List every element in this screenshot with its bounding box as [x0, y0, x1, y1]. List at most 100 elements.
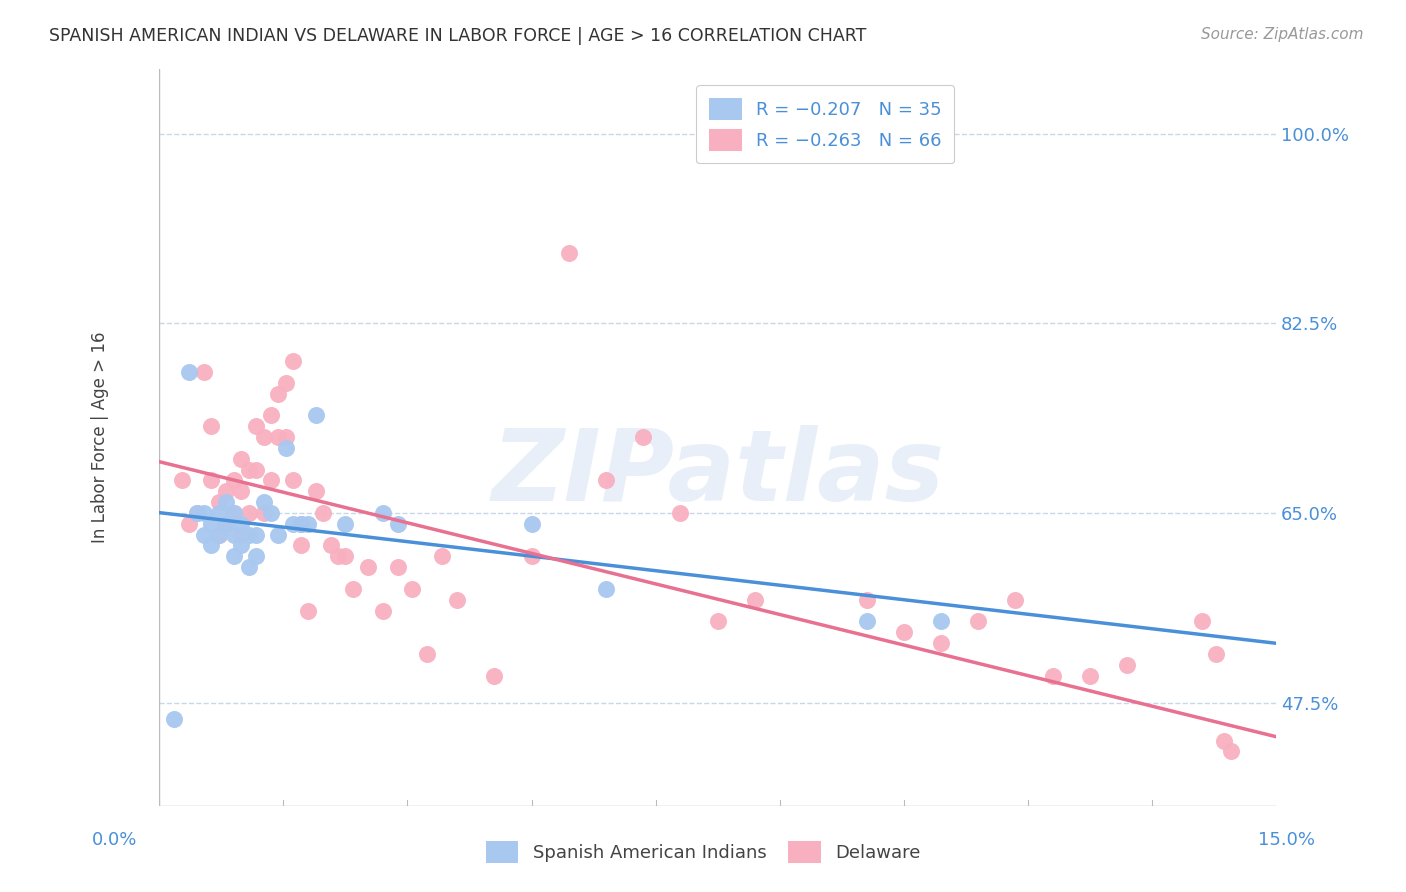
Point [929, 615, 952, 629]
Point [855, 592, 877, 607]
Point [744, 592, 766, 607]
Point [1078, 668, 1101, 682]
Point [252, 495, 274, 509]
Point [283, 354, 305, 368]
Point [631, 430, 654, 444]
Point [335, 516, 357, 531]
Point [208, 495, 231, 509]
Point [274, 441, 297, 455]
Point [1004, 592, 1026, 607]
Point [520, 549, 543, 564]
Point [245, 419, 267, 434]
Point [342, 582, 364, 596]
Point [193, 506, 215, 520]
Point [215, 516, 238, 531]
Point [967, 615, 990, 629]
Text: Source: ZipAtlas.com: Source: ZipAtlas.com [1201, 27, 1364, 42]
Point [706, 615, 728, 629]
Point [283, 474, 305, 488]
Point [200, 516, 222, 531]
Point [305, 409, 328, 423]
Point [200, 419, 222, 434]
Point [231, 451, 253, 466]
Point [290, 516, 312, 531]
Point [193, 365, 215, 379]
Point [1042, 668, 1064, 682]
Point [200, 539, 222, 553]
Point [222, 549, 245, 564]
Point [208, 506, 231, 520]
Point [1220, 744, 1243, 758]
Text: SPANISH AMERICAN INDIAN VS DELAWARE IN LABOR FORCE | AGE > 16 CORRELATION CHART: SPANISH AMERICAN INDIAN VS DELAWARE IN L… [49, 27, 866, 45]
Point [238, 527, 260, 541]
Point [290, 539, 312, 553]
Point [335, 549, 357, 564]
Point [222, 527, 245, 541]
Text: 15.0%: 15.0% [1257, 831, 1315, 849]
Point [238, 506, 260, 520]
Point [297, 516, 319, 531]
Point [297, 603, 319, 617]
Point [186, 506, 208, 520]
Legend: R = −0.207   N = 35, R = −0.263   N = 66: R = −0.207 N = 35, R = −0.263 N = 66 [696, 85, 955, 163]
Point [312, 506, 335, 520]
Point [260, 474, 283, 488]
Point [893, 625, 915, 640]
Point [595, 474, 617, 488]
Point [208, 527, 231, 541]
Point [222, 474, 245, 488]
Text: ZIPatlas: ZIPatlas [491, 425, 945, 523]
Point [186, 506, 208, 520]
Point [231, 539, 253, 553]
Point [215, 495, 238, 509]
Text: In Labor Force | Age > 16: In Labor Force | Age > 16 [91, 331, 110, 543]
Point [669, 506, 692, 520]
Point [595, 582, 617, 596]
Point [855, 615, 877, 629]
Point [387, 560, 409, 574]
Point [371, 603, 394, 617]
Point [319, 539, 342, 553]
Point [238, 462, 260, 476]
Point [484, 668, 506, 682]
Point [1116, 657, 1139, 672]
Point [215, 484, 238, 499]
Point [929, 636, 952, 650]
Point [163, 712, 186, 726]
Point [215, 516, 238, 531]
Point [245, 462, 267, 476]
Point [326, 549, 349, 564]
Point [290, 516, 312, 531]
Point [267, 386, 290, 401]
Point [222, 506, 245, 520]
Point [520, 516, 543, 531]
Point [193, 527, 215, 541]
Legend: Spanish American Indians, Delaware: Spanish American Indians, Delaware [475, 830, 931, 874]
Point [252, 430, 274, 444]
Point [416, 647, 439, 661]
Point [371, 506, 394, 520]
Point [558, 245, 581, 260]
Point [387, 516, 409, 531]
Point [231, 484, 253, 499]
Point [401, 582, 423, 596]
Point [432, 549, 454, 564]
Point [179, 516, 201, 531]
Point [231, 516, 253, 531]
Point [446, 592, 468, 607]
Point [200, 474, 222, 488]
Point [267, 430, 290, 444]
Point [231, 527, 253, 541]
Point [305, 484, 328, 499]
Point [222, 506, 245, 520]
Point [283, 516, 305, 531]
Point [208, 527, 231, 541]
Point [179, 365, 201, 379]
Point [245, 527, 267, 541]
Point [170, 474, 193, 488]
Point [1212, 733, 1234, 747]
Point [260, 409, 283, 423]
Point [260, 506, 283, 520]
Point [267, 527, 290, 541]
Point [238, 560, 260, 574]
